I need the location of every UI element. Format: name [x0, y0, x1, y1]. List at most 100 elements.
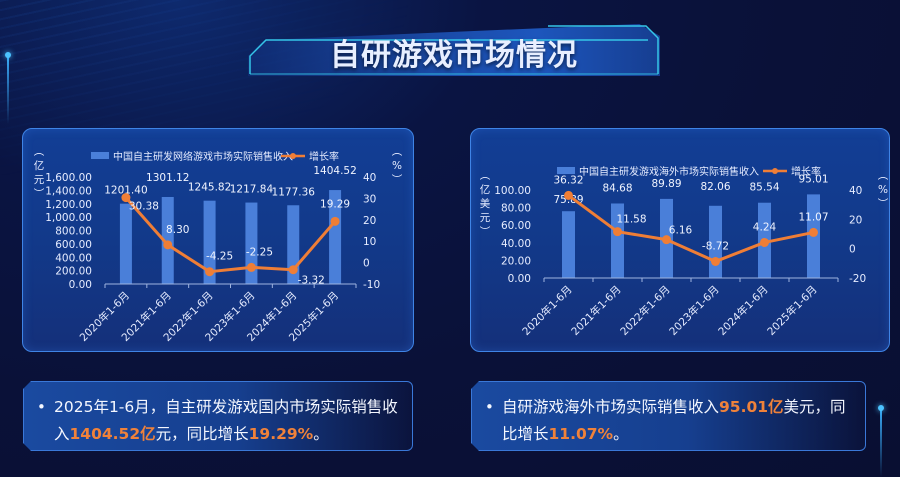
svg-text:100.00: 100.00	[494, 185, 531, 197]
x-tick-label: 2025年1-6月	[765, 283, 820, 338]
left-decor-line	[7, 54, 9, 124]
svg-text:60.00: 60.00	[501, 220, 531, 232]
line-value-label: -3.32	[298, 275, 325, 287]
x-tick-label: 2024年1-6月	[716, 283, 771, 338]
svg-text:（: （	[876, 170, 888, 181]
line-value-label: 11.58	[616, 214, 646, 226]
svg-text:400.00: 400.00	[55, 252, 92, 264]
bar-value-label: 1177.36	[272, 186, 316, 198]
x-axis: 2020年1-6月2021年1-6月2022年1-6月2023年1-6月2024…	[520, 277, 839, 338]
svg-text:800.00: 800.00	[55, 226, 92, 238]
svg-text:元: 元	[34, 174, 45, 186]
line-point	[205, 267, 215, 277]
bullet: •	[485, 398, 494, 416]
svg-text:600.00: 600.00	[55, 239, 92, 251]
chart-legend: 中国自主研发游戏海外市场实际销售收入 增长率	[557, 165, 821, 178]
right-axis-unit: （% ）	[876, 170, 888, 209]
svg-text:1,200.00: 1,200.00	[45, 199, 92, 211]
right-y-axis: 40 20 0 -20	[849, 185, 866, 285]
right-y-axis: 40 30 20 10 0 -10	[363, 172, 380, 291]
line-point	[760, 237, 769, 247]
left-decor-dot	[5, 52, 11, 58]
note-text: 。	[613, 425, 629, 443]
svg-text:亿: 亿	[34, 159, 45, 172]
svg-text:0.00: 0.00	[508, 273, 531, 285]
bar	[611, 203, 624, 278]
note-highlight-revenue: 95.01亿	[719, 398, 784, 416]
line-value-label: -2.25	[246, 246, 273, 258]
svg-text:美: 美	[480, 197, 491, 210]
title-frame	[249, 25, 659, 75]
legend-bar-label: 中国自主研发网络游戏市场实际销售收入	[113, 150, 293, 163]
page-title: 自研游戏市场情况	[330, 38, 578, 73]
svg-text:亿: 亿	[480, 183, 491, 196]
svg-text:1,000.00: 1,000.00	[45, 212, 92, 224]
svg-text:40.00: 40.00	[501, 238, 531, 250]
line-point	[246, 262, 256, 272]
left-axis-unit: （ 亿美元 ）	[478, 170, 491, 237]
right-decor-line	[880, 407, 882, 477]
svg-text:）: ）	[390, 174, 402, 185]
bullet: •	[37, 398, 46, 416]
svg-text:）: ）	[876, 198, 888, 209]
bar	[562, 211, 575, 278]
svg-text:）: ）	[32, 188, 44, 199]
bar-value-label: 95.01	[798, 173, 828, 185]
line-value-label: 6.16	[669, 225, 693, 237]
svg-text:元: 元	[480, 212, 491, 224]
svg-text:%: %	[878, 184, 888, 196]
svg-text:40: 40	[363, 172, 376, 184]
note-text: 自研游戏海外市场实际销售收入	[502, 398, 720, 416]
note-text: 。	[313, 425, 329, 443]
line-value-label: 19.29	[320, 198, 350, 210]
note-highlight-revenue: 1404.52亿	[69, 425, 156, 443]
line-point	[330, 216, 340, 226]
line-point	[662, 235, 671, 245]
svg-text:0: 0	[849, 244, 856, 256]
svg-text:10: 10	[363, 236, 376, 248]
bar-value-label: 1201.40	[104, 185, 147, 197]
overseas-revenue-chart: 中国自主研发游戏海外市场实际销售收入 增长率 （ 亿美元 ） （% ） 100.00 80.00…	[478, 165, 888, 338]
svg-text:-20: -20	[849, 273, 866, 285]
line-value-label: -4.25	[206, 251, 233, 263]
note-text: 元，同比增长	[155, 425, 249, 443]
svg-text:30: 30	[363, 193, 376, 205]
line-point	[564, 190, 573, 200]
right-decor-dot	[878, 405, 884, 411]
line-point	[809, 227, 818, 237]
line-point	[288, 265, 298, 275]
legend-bar-label: 中国自主研发游戏海外市场实际销售收入	[579, 165, 759, 178]
growth-rate-line: 36.32 11.58 6.16 -8.72 4.24 11.07	[553, 174, 829, 266]
right-axis-unit: （% ）	[390, 146, 402, 185]
svg-text:80.00: 80.00	[501, 203, 531, 215]
line-value-label: 11.07	[798, 211, 828, 223]
legend-line-label: 增长率	[791, 165, 821, 178]
note-highlight-growth: 11.07%	[548, 425, 614, 443]
line-point	[121, 193, 131, 203]
x-tick-label: 2022年1-6月	[618, 283, 673, 338]
left-y-axis: 1,600.001,400.00 1,200.001,000.00 800.0060…	[45, 172, 92, 291]
line-value-label: 8.30	[166, 224, 189, 236]
line-value-label: 36.32	[553, 174, 583, 186]
domestic-revenue-chart-panel: 中国自主研发网络游戏市场实际销售收入 增长率（亿元）（%） 1,600.00 1,40…	[22, 128, 414, 352]
bar-value-label: 75.89	[553, 194, 583, 206]
svg-text:）: ）	[478, 226, 490, 237]
chart-legend: 中国自主研发网络游戏市场实际销售收入 增长率	[91, 150, 339, 163]
svg-text:20: 20	[849, 214, 862, 226]
bar	[119, 203, 132, 284]
bar-value-label: 84.68	[602, 182, 632, 194]
left-y-axis: 100.00 80.00 60.00 40.00 20.00 0.00	[494, 185, 531, 285]
svg-text:（: （	[32, 146, 44, 157]
line-point	[163, 240, 173, 250]
note-text: 美元，同比增长	[502, 398, 846, 443]
bar-value-label: 85.54	[749, 182, 779, 194]
line-point	[613, 227, 622, 237]
svg-text:0.00: 0.00	[69, 279, 92, 291]
bar-value-label: 89.89	[651, 178, 681, 190]
x-tick-label: 2023年1-6月	[667, 283, 722, 338]
domestic-summary-note: • 2025年1-6月，自主研发游戏国内市场实际销售收入1404.52亿元，同比…	[23, 381, 413, 451]
bar	[245, 202, 258, 284]
growth-rate-line: 30.38 8.30 -4.25 -2.25 -3.32 19.29	[121, 193, 350, 287]
bar-value-label: 1301.12	[146, 172, 189, 184]
